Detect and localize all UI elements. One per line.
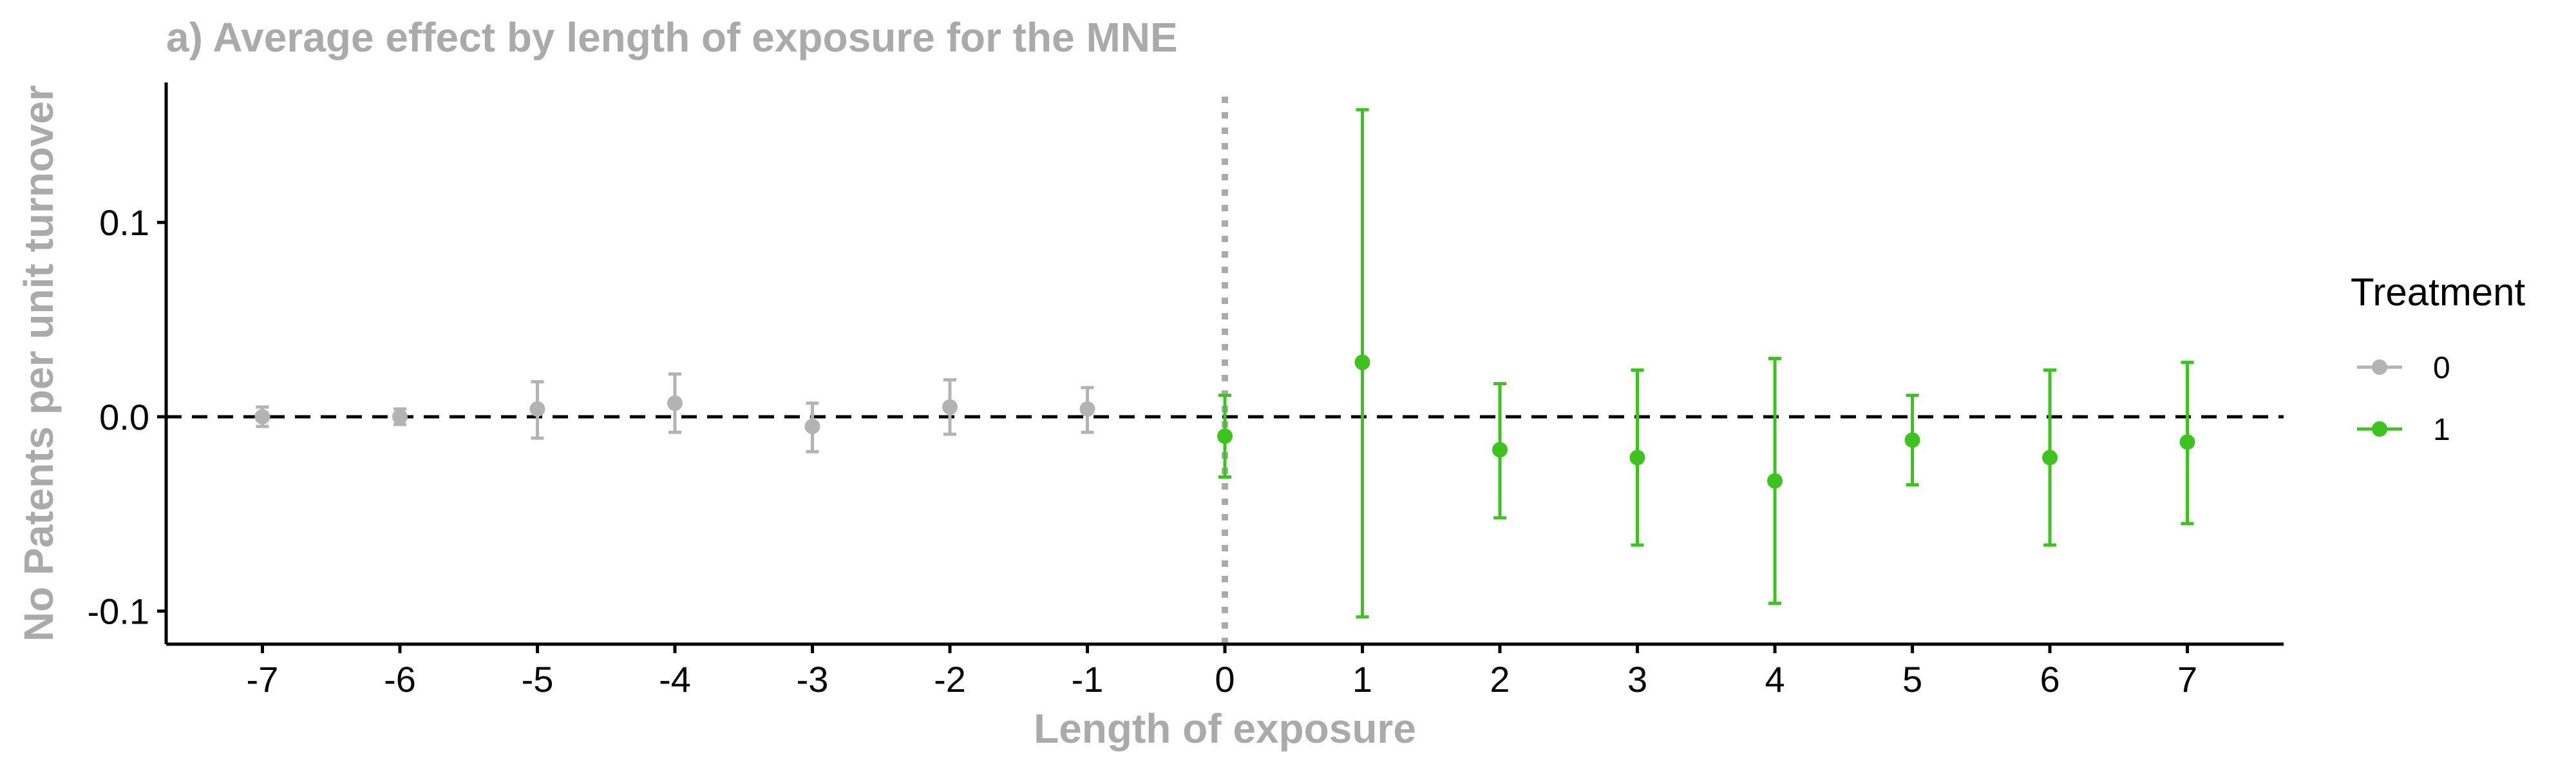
x-tick-label: 0 [1215,659,1235,700]
x-tick-label: 2 [1490,659,1510,700]
x-tick-label: 5 [1902,659,1922,700]
data-point [1354,354,1370,370]
x-tick-label: -2 [934,659,966,700]
legend-entry: 0 [2357,351,2450,385]
x-tick-label: 1 [1352,659,1372,700]
data-point [1904,432,1920,448]
data-point [942,399,958,415]
data-point [1629,450,1645,466]
legend-entries: 01 [2357,351,2450,447]
x-tick-label: -1 [1072,659,1104,700]
legend-label: 0 [2433,351,2450,385]
legend: Treatment 01 [2351,271,2526,447]
data-point [254,408,270,425]
y-tick-label: -0.1 [88,591,150,632]
x-tick-label: -5 [522,659,554,700]
legend-title: Treatment [2351,271,2526,314]
x-tick-label: 7 [2177,659,2197,700]
y-tick-label: 0.0 [99,397,149,437]
x-axis-title: Length of exposure [1034,705,1416,752]
x-tick-label: -6 [384,659,416,700]
x-ticks: -7 -6 -5 -4 -3 -2 -1 0 1 2 3 4 5 6 7 [247,644,2197,700]
x-tick-label: 3 [1627,659,1647,700]
data-point [1492,442,1508,458]
data-points [254,354,2195,489]
data-point [1767,473,1783,489]
legend-key-point [2372,421,2387,437]
data-point [2042,450,2058,466]
data-point [1079,401,1095,417]
data-point [2179,434,2195,450]
x-tick-label: 4 [1765,659,1785,700]
x-tick-label: 6 [2040,659,2060,700]
data-point [392,408,408,425]
legend-entry: 1 [2357,413,2450,447]
data-point [667,395,683,411]
legend-key-point [2372,359,2387,375]
x-tick-label: -4 [659,659,691,700]
chart-title: a) Average effect by length of exposure … [166,14,1178,61]
y-tick-label: 0.1 [99,202,149,243]
y-axis-title: No Patents per unit turnover [15,85,62,642]
x-tick-label: -7 [247,659,279,700]
plot-area [166,97,2284,644]
reference-lines [166,97,2284,644]
y-ticks: -0.1 0.0 0.1 [88,202,166,632]
legend-label: 1 [2433,413,2450,447]
x-tick-label: -3 [797,659,829,700]
data-point [804,419,820,435]
data-point [529,401,545,417]
axes: -0.1 0.0 0.1 -7 -6 -5 -4 -3 -2 -1 0 1 2 3 4 5 6 7 [88,82,2284,700]
data-point [1217,428,1233,444]
